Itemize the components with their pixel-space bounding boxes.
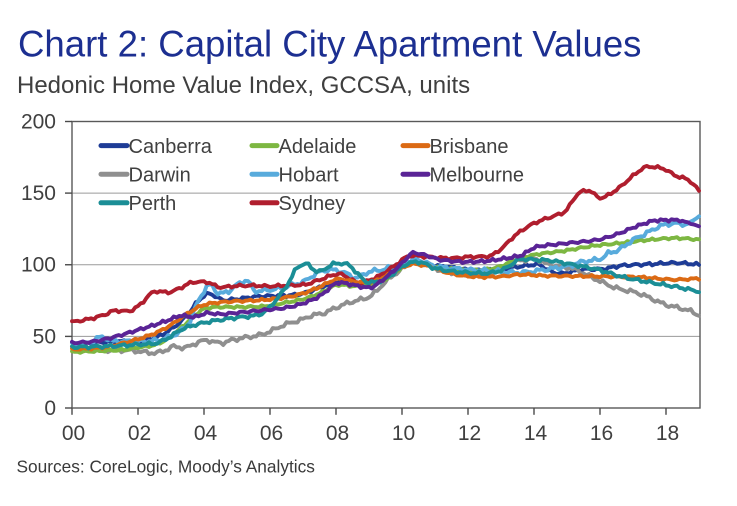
svg-text:14: 14 xyxy=(524,422,548,445)
svg-text:16: 16 xyxy=(590,422,613,445)
svg-text:Canberra: Canberra xyxy=(129,136,213,158)
svg-text:10: 10 xyxy=(392,422,415,445)
svg-text:150: 150 xyxy=(21,182,56,205)
svg-text:Melbourne: Melbourne xyxy=(430,164,525,186)
svg-text:Perth: Perth xyxy=(129,193,177,215)
svg-text:12: 12 xyxy=(458,422,481,445)
svg-text:Sydney: Sydney xyxy=(279,193,346,215)
svg-text:18: 18 xyxy=(656,422,679,445)
svg-text:Sources: CoreLogic, Moody’s An: Sources: CoreLogic, Moody’s Analytics xyxy=(17,457,316,477)
svg-text:Hedonic Home Value Index, GCCS: Hedonic Home Value Index, GCCSA, units xyxy=(17,72,470,99)
svg-text:Darwin: Darwin xyxy=(129,164,191,186)
svg-text:Chart 2: Capital City Apartmen: Chart 2: Capital City Apartment Values xyxy=(18,24,641,65)
svg-text:04: 04 xyxy=(194,422,218,445)
svg-text:0: 0 xyxy=(44,397,56,420)
svg-text:Adelaide: Adelaide xyxy=(279,136,357,158)
svg-text:200: 200 xyxy=(21,111,56,134)
svg-text:08: 08 xyxy=(326,422,349,445)
svg-text:Brisbane: Brisbane xyxy=(430,136,509,158)
svg-text:02: 02 xyxy=(128,422,151,445)
svg-text:06: 06 xyxy=(260,422,283,445)
svg-text:100: 100 xyxy=(21,254,56,277)
svg-text:00: 00 xyxy=(62,422,85,445)
svg-text:50: 50 xyxy=(33,325,56,348)
svg-text:Hobart: Hobart xyxy=(279,164,339,186)
